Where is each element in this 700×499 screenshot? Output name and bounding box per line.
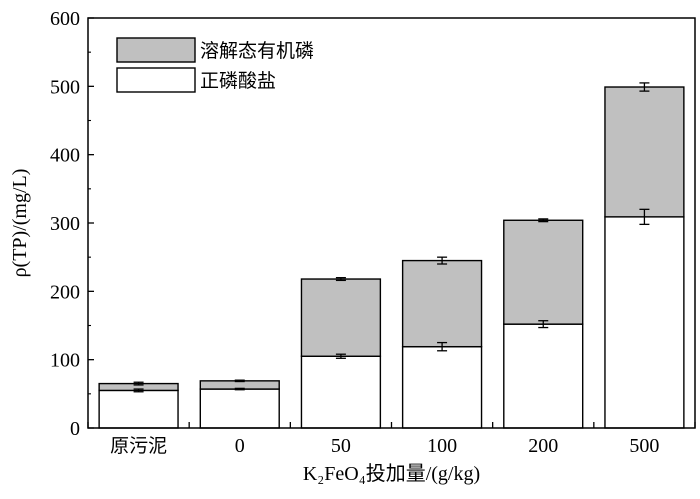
error-bar-1-0 [133,381,144,386]
x-tick-label-5: 500 [629,435,659,457]
bar-orthophosphate-5 [604,216,685,429]
legend-swatch-0 [116,37,196,63]
y-tick-label-1: 100 [50,350,80,372]
y-tick-label-2: 200 [50,281,80,303]
error-bar-0-3 [437,341,448,352]
error-bar-0-5 [639,208,650,226]
x-axis-ticks: 原污泥 0 50 100 200 500 [87,422,696,457]
x-tick-label-3: 100 [427,435,457,457]
error-bar-1-1 [234,379,245,383]
error-bar-1-3 [437,256,448,265]
legend-swatch-1 [116,67,196,93]
x-tick-label-4: 200 [528,435,558,457]
error-bar-0-2 [335,353,346,359]
error-bar-0-1 [234,387,245,391]
y-tick-label-3: 300 [50,213,80,235]
x-tick-label-1: 0 [235,435,245,457]
bar-orthophosphate-0 [98,389,179,429]
y-tick-label-0: 0 [70,418,80,440]
error-bar-0-4 [538,320,549,329]
bar-dissolved-organic-p-2 [300,278,382,357]
error-bar-0-0 [133,388,144,393]
bar-dissolved-organic-p-4 [503,219,584,325]
y-axis-ticks: 0 100 200 300 400 500 600 [50,8,94,440]
legend-label-0: 溶解态有机磷 [200,40,314,62]
x-tick-label-2: 50 [331,435,351,457]
bar-dissolved-organic-p-3 [401,259,483,348]
y-tick-label-4: 400 [50,145,80,167]
error-bar-1-2 [335,277,346,282]
bar-dissolved-organic-p-5 [604,86,685,218]
error-bar-1-4 [538,218,549,223]
error-bar-1-5 [639,82,650,92]
x-tick-label-0: 原污泥 [110,435,167,457]
x-axis-label: K₂FeO₄投加量/(g/kg) [303,462,480,485]
bar-orthophosphate-1 [199,388,280,429]
bar-orthophosphate-4 [503,323,584,429]
y-axis-label: ρ(TP)/(mg/L) [9,169,31,278]
y-tick-label-6: 600 [50,8,80,30]
y-tick-label-5: 500 [50,76,80,98]
error-bars-layer [133,82,650,393]
bar-orthophosphate-2 [300,355,382,429]
bars-layer [98,86,685,429]
legend-label-1: 正磷酸盐 [200,70,276,92]
bar-orthophosphate-3 [401,345,483,429]
